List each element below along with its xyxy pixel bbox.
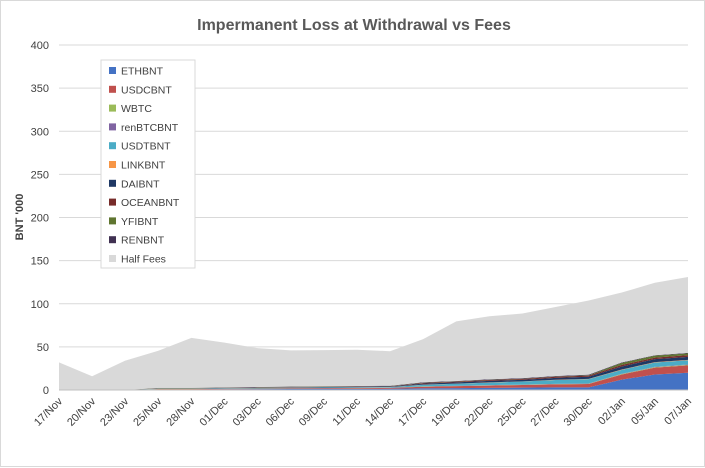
x-tick-label-1: 20/Nov — [65, 395, 98, 428]
y-tick-label-0: 0 — [43, 385, 49, 397]
y-axis-label: BNT '000 — [14, 194, 26, 241]
x-tick-label-11: 17/Dec — [396, 395, 429, 428]
x-tick-label-6: 03/Dec — [231, 395, 264, 428]
x-tick-label-17: 02/Jan — [596, 396, 628, 428]
x-tick-label-9: 11/Dec — [331, 395, 364, 428]
y-tick-label-350: 350 — [31, 83, 49, 95]
x-tick-label-7: 06/Dec — [264, 395, 297, 428]
area-series-usdtbnt — [59, 360, 688, 390]
legend-swatch-3 — [109, 123, 116, 131]
legend-label-2: WBTC — [121, 103, 152, 115]
x-tick-label-5: 01/Dec — [198, 395, 231, 428]
area-series-half-fees — [59, 277, 688, 390]
y-tick-label-50: 50 — [37, 342, 49, 354]
legend-swatch-4 — [109, 142, 116, 150]
area-series-ethbnt — [59, 372, 688, 390]
legend-label-5: LINKBNT — [121, 160, 166, 172]
y-tick-label-150: 150 — [31, 256, 49, 268]
x-tick-label-13: 22/Dec — [462, 395, 495, 428]
legend-label-7: OCEANBNT — [121, 197, 180, 209]
x-tick-label-4: 28/Nov — [164, 395, 197, 428]
x-tick-label-18: 05/Jan — [629, 396, 661, 428]
x-tick-label-15: 27/Dec — [529, 395, 562, 428]
legend-swatch-5 — [109, 161, 116, 168]
y-axis: 0 50 100 150 200 250 300 350 400 — [31, 40, 49, 397]
legend-label-4: USDTBNT — [121, 141, 171, 153]
y-tick-label-200: 200 — [31, 213, 49, 225]
legend-label-3: renBTCBNT — [121, 122, 179, 134]
chart-title: Impermanent Loss at Withdrawal vs Fees — [197, 17, 511, 34]
legend-swatch-1 — [109, 85, 116, 93]
y-tick-label-250: 250 — [31, 169, 49, 181]
legend-label-0: ETHBNT — [121, 66, 164, 78]
legend-swatch-0 — [109, 67, 116, 74]
legend-swatch-6 — [109, 179, 116, 187]
x-tick-label-14: 25/Dec — [495, 395, 528, 428]
y-tick-label-300: 300 — [31, 126, 49, 138]
y-tick-label-100: 100 — [31, 299, 49, 311]
x-tick-label-2: 23/Nov — [98, 395, 131, 428]
x-tick-label-16: 30/Dec — [562, 395, 595, 428]
legend-label-1: USDCBNT — [121, 84, 172, 96]
legend-box — [100, 59, 196, 269]
legend-label-10: Half Fees — [121, 254, 166, 266]
legend-label-8: YFIBNT — [121, 216, 159, 228]
legend-swatch-2 — [109, 104, 116, 112]
legend-swatch-7 — [109, 198, 116, 206]
legend-label-6: DAIBNT — [121, 178, 160, 190]
x-axis: 17/Nov 20/Nov 23/Nov 25/Nov 28/Nov 01/Dec 03/D… — [32, 389, 694, 429]
x-tick-label-3: 25/Nov — [131, 395, 164, 428]
y-tick-label-400: 400 — [31, 40, 49, 52]
legend: ETHBNT USDCBNT WBTC renBTCBNT USDTBNT LINKBNT… — [100, 59, 196, 269]
x-tick-label-10: 14/Dec — [363, 395, 396, 428]
x-tick-label-8: 09/Dec — [297, 395, 330, 428]
legend-label-9: RENBNT — [121, 235, 165, 247]
x-tick-label-12: 19/Dec — [429, 395, 462, 428]
x-tick-label-0: 17/Nov — [32, 395, 65, 428]
legend-swatch-9 — [109, 236, 116, 244]
stacked-areas — [59, 277, 688, 390]
legend-swatch-8 — [109, 217, 116, 225]
legend-swatch-10 — [109, 255, 116, 262]
x-tick-label-19: 07/Jan — [662, 396, 694, 428]
